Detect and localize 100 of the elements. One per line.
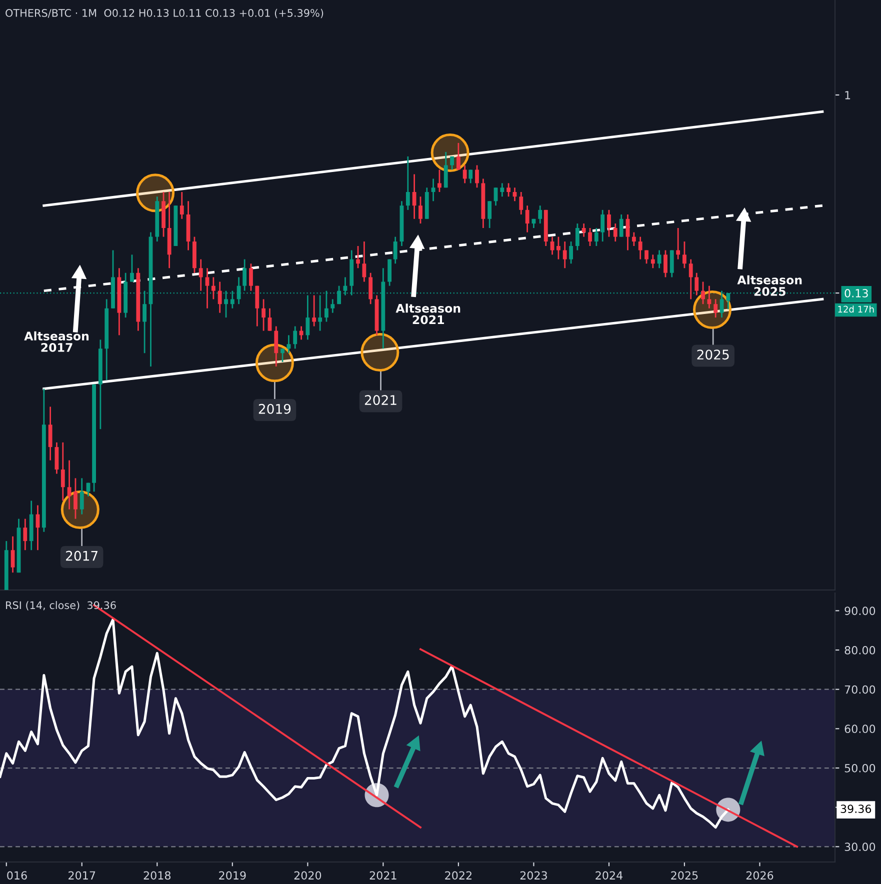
candlestick bbox=[676, 227, 680, 260]
y-tick-label: 90.00 bbox=[844, 606, 876, 616]
candlestick bbox=[682, 240, 686, 269]
x-tick-label: 016 bbox=[7, 871, 27, 880]
y-tick-label: 0.13 bbox=[844, 289, 868, 298]
candlestick bbox=[312, 294, 316, 327]
text: OTHERS/BTC · 1M O0.12 H0.13 L0.11 C0.13 +0.01 (+5.39%) bbox=[6, 8, 324, 18]
candlestick bbox=[462, 164, 467, 184]
x-tick-label: 2023 bbox=[520, 871, 547, 880]
candlestick bbox=[714, 298, 718, 318]
x-tick-label: 2019 bbox=[219, 871, 246, 880]
candlestick bbox=[657, 250, 662, 269]
candlestick bbox=[67, 460, 72, 510]
candlestick bbox=[293, 326, 298, 350]
x-tick-label: 2026 bbox=[746, 871, 774, 880]
candlestick bbox=[444, 151, 448, 188]
candlestick bbox=[644, 250, 648, 264]
candlestick bbox=[569, 240, 573, 264]
candlestick bbox=[198, 258, 203, 292]
candlestick bbox=[180, 191, 184, 220]
annotation: 2021 bbox=[364, 395, 396, 406]
candlestick bbox=[306, 294, 310, 340]
x-tick-label: 2021 bbox=[370, 871, 396, 880]
candlestick bbox=[450, 156, 454, 170]
candlestick bbox=[525, 204, 530, 233]
y-tick-label: 80.00 bbox=[844, 646, 876, 654]
candlestick bbox=[519, 191, 524, 216]
candlestick bbox=[211, 276, 216, 300]
annotation: 2025 bbox=[697, 350, 729, 360]
candlestick bbox=[74, 477, 78, 520]
candlestick bbox=[205, 267, 210, 310]
candlestick bbox=[506, 182, 511, 198]
candlestick bbox=[488, 200, 492, 229]
candlestick bbox=[468, 169, 473, 184]
x-tick-label: 2020 bbox=[294, 871, 322, 880]
candlestick bbox=[694, 272, 699, 296]
candlestick bbox=[218, 281, 222, 314]
candlestick bbox=[249, 262, 253, 292]
candlestick bbox=[268, 308, 272, 332]
y-tick-label: 30.00 bbox=[844, 842, 876, 852]
y-tick-label: 60.00 bbox=[844, 724, 876, 734]
candlestick bbox=[393, 236, 398, 264]
x-tick-label: 2022 bbox=[445, 871, 472, 880]
candlestick bbox=[418, 196, 422, 224]
candlestick bbox=[626, 214, 630, 251]
x-tick-label: 2024 bbox=[596, 871, 622, 880]
candlestick bbox=[280, 348, 284, 363]
text: 39.36 bbox=[840, 804, 872, 814]
candlestick bbox=[274, 326, 278, 368]
y-tick-label: 50.00 bbox=[844, 764, 876, 772]
candlestick bbox=[60, 442, 65, 502]
annotation: 2019 bbox=[258, 404, 291, 414]
text: 12d 17h bbox=[838, 306, 874, 313]
candlestick bbox=[600, 209, 605, 242]
candlestick bbox=[412, 174, 416, 220]
annotation: Altseason 2021 bbox=[396, 304, 460, 324]
candlestick bbox=[456, 142, 460, 170]
candlestick bbox=[707, 285, 712, 310]
candlestick bbox=[362, 240, 366, 282]
candlestick bbox=[650, 254, 655, 269]
candlestick bbox=[262, 298, 266, 332]
candlestick bbox=[619, 214, 624, 238]
candlestick bbox=[23, 518, 28, 551]
candlestick bbox=[318, 294, 322, 332]
annotation: Altseason 2017 bbox=[24, 331, 89, 352]
candlestick bbox=[664, 250, 668, 278]
candlestick bbox=[475, 164, 479, 188]
candlestick bbox=[10, 536, 15, 574]
candlestick bbox=[438, 169, 442, 193]
candlestick bbox=[299, 326, 304, 340]
candlestick bbox=[701, 281, 705, 305]
y-tick-label: 1 bbox=[845, 91, 850, 100]
candlestick bbox=[330, 298, 335, 314]
annotation: 2017 bbox=[66, 550, 98, 561]
candlestick bbox=[431, 178, 436, 202]
candlestick bbox=[388, 258, 392, 287]
candlestick bbox=[575, 222, 580, 251]
candlestick bbox=[556, 236, 560, 260]
candlestick bbox=[588, 227, 592, 247]
candlestick bbox=[638, 236, 642, 260]
candlestick bbox=[594, 227, 598, 247]
candlestick bbox=[632, 232, 636, 247]
candlestick bbox=[500, 182, 504, 198]
candlestick bbox=[688, 258, 693, 300]
candlestick bbox=[368, 272, 373, 305]
candlestick bbox=[356, 245, 360, 269]
y-tick-label: 70.00 bbox=[844, 685, 876, 694]
candlestick bbox=[562, 240, 567, 269]
x-tick-label: 2018 bbox=[144, 871, 171, 880]
candlestick bbox=[48, 406, 52, 462]
candlestick bbox=[670, 250, 674, 278]
text: RSI (14, close) 39.36 bbox=[6, 601, 116, 610]
annotation: Altseason 2025 bbox=[737, 275, 802, 296]
x-tick-label: 2025 bbox=[671, 871, 698, 880]
candlestick bbox=[255, 285, 260, 327]
x-tick-label: 2017 bbox=[68, 871, 96, 880]
candlestick bbox=[582, 222, 586, 238]
candlestick bbox=[130, 254, 134, 282]
candlestick bbox=[538, 204, 542, 224]
candlestick bbox=[613, 222, 618, 242]
